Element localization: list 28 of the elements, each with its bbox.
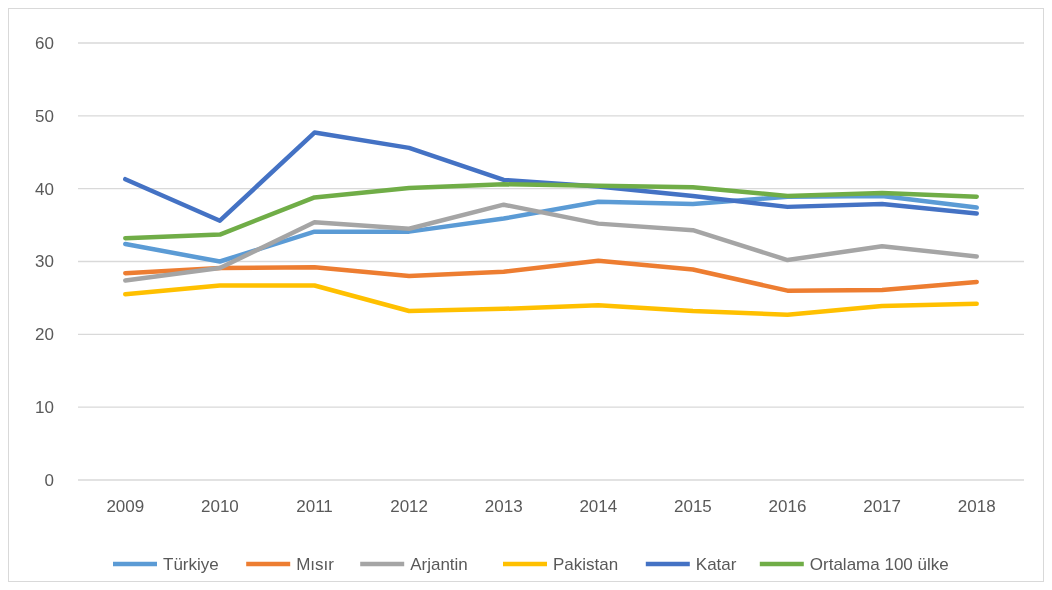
line-series — [123, 202, 979, 283]
x-tick-label: 2017 — [863, 497, 902, 516]
y-tick-label: 50 — [35, 106, 54, 126]
legend-label: Türkiye — [163, 554, 219, 574]
legend-label: Arjantin — [410, 554, 468, 574]
legend-label: Katar — [695, 554, 737, 574]
x-tick-label: 2010 — [200, 497, 239, 516]
x-tick-label: 2011 — [296, 497, 333, 516]
line-series — [123, 283, 979, 317]
y-tick-label: 40 — [35, 179, 54, 199]
legend-label: Pakistan — [553, 554, 619, 574]
y-tick-label: 20 — [35, 325, 54, 345]
x-tick-label: 2009 — [106, 497, 145, 516]
line-series — [123, 182, 979, 241]
x-tick-label: 2014 — [579, 497, 618, 516]
x-tick-label: 2012 — [390, 497, 429, 516]
x-tick-label: 2015 — [673, 497, 712, 516]
line-series — [123, 258, 979, 293]
x-tick-label: 2013 — [484, 497, 523, 516]
y-tick-label: 60 — [35, 33, 54, 53]
x-tick-label: 2018 — [957, 497, 996, 516]
line-series — [123, 130, 979, 223]
y-tick-label: 30 — [35, 252, 54, 272]
y-tick-label: 10 — [35, 398, 54, 418]
legend-label: Ortalama 100 ülke — [809, 554, 949, 574]
y-tick-label: 0 — [44, 470, 54, 490]
legend-label: Mısır — [296, 554, 335, 574]
x-tick-label: 2016 — [768, 497, 807, 516]
